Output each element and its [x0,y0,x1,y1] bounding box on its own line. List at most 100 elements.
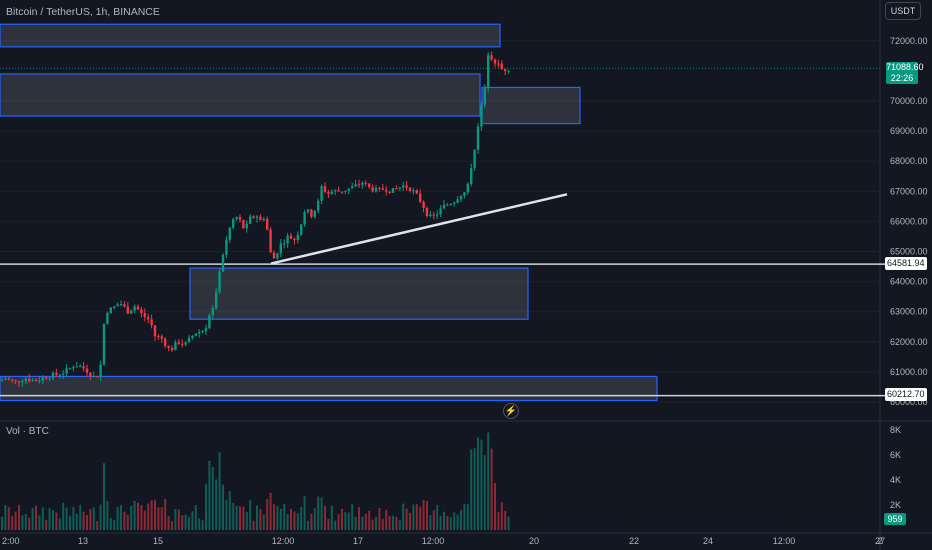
volume-bar [215,479,218,530]
volume-bar [126,515,129,530]
volume-bar [286,514,289,530]
volume-bar [463,503,466,530]
volume-bar [130,505,133,530]
volume-bar [392,515,394,530]
volume-bar [140,504,143,530]
candle-body [425,207,429,217]
volume-bar [191,511,194,530]
candle-body [48,378,51,380]
candle-body [449,204,452,206]
candle-body [259,216,262,221]
price-tick-label: 64000.00 [890,277,928,287]
price-tick-label: 62000.00 [890,337,928,347]
volume-bar [137,502,139,530]
lightning-icon[interactable]: ⚡ [503,403,519,419]
candle-body [252,216,255,218]
volume-tick-label: 4K [890,475,901,485]
volume-bar [38,515,41,530]
volume-bar [154,499,156,530]
volume-bar [208,460,211,530]
volume-bar [466,504,469,530]
volume-bar [99,504,102,530]
volume-bar [7,507,10,530]
hline-label-2[interactable]: 60212.70 [885,388,927,401]
candle-body [470,167,473,185]
price-tick-label: 61000.00 [890,367,928,377]
volume-bar [456,514,459,530]
candle-body [157,336,160,338]
candle-body [106,313,109,324]
candle-body [385,189,388,192]
volume-bar [317,496,320,530]
candle-body [65,368,68,374]
trendline [270,193,568,265]
volume-bar [89,508,92,530]
volume-bar [500,502,503,530]
volume-bar [310,513,313,530]
candle-body [249,216,252,224]
volume-bar [69,515,71,530]
volume-bar [358,507,360,530]
volume-bar [113,519,116,530]
volume-label[interactable]: Vol · BTC [6,426,49,437]
candle-body [24,378,27,382]
candle-body [58,374,61,376]
volume-bar [123,511,126,530]
candle-body [300,224,303,235]
volume-bar [222,484,224,530]
candle-body [395,188,398,190]
candle-body [317,200,320,211]
volume-bar [21,515,24,530]
candle-body [167,346,170,348]
volume-bar [378,507,381,530]
candle-body [51,372,55,379]
candle-body [174,342,177,351]
candle-body [279,243,282,254]
volume-bar [330,505,333,530]
candle-body [289,235,293,239]
volume-bar [395,516,398,530]
candle-body [419,193,422,202]
volume-bar [31,508,34,530]
currency-button[interactable]: USDT [885,2,921,20]
volume-bar [300,507,303,530]
hline-label-1[interactable]: 64581.94 [885,257,927,270]
candle-body [136,306,140,310]
volume-bar [45,520,48,530]
volume-bar [65,507,68,530]
price-tick-label: 60000.00 [890,397,928,407]
candle-body [194,333,197,336]
candle-body [388,191,391,193]
volume-bar [4,505,7,530]
volume-bar [103,463,105,530]
symbol-title[interactable]: Bitcoin / TetherUS, 1h, BINANCE [6,6,160,18]
candle-body [191,335,194,338]
volume-bar [273,504,275,530]
volume-bar [225,499,228,530]
candle-body [354,184,357,187]
candle-body [181,343,184,345]
candle-body [79,366,82,368]
volume-bar [188,516,190,530]
volume-bar [184,514,187,530]
candle-body [320,186,323,201]
candle-body [327,192,330,194]
volume-bar [453,512,456,530]
candle-body [398,187,401,189]
volume-tick-label: 6K [890,450,901,460]
time-tick-label: 12:00 [773,536,796,546]
volume-bar [11,515,14,530]
volume-bar [249,500,252,530]
candle-body [306,209,310,213]
volume-bar [402,503,405,530]
candle-body [218,271,221,292]
candle-body [432,214,435,216]
volume-bar [507,516,510,530]
zone-rect-5 [0,375,658,402]
volume-bar [259,509,262,530]
candle-body [140,309,143,314]
candle-body [164,338,167,347]
candle-body [344,190,347,192]
